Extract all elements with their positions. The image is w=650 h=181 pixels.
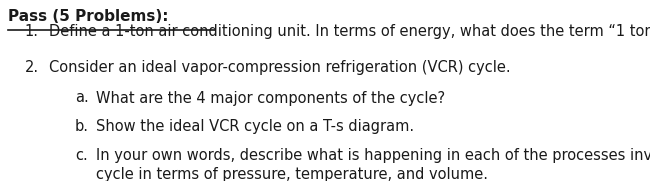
- Text: b.: b.: [75, 119, 89, 134]
- Text: What are the 4 major components of the cycle?: What are the 4 major components of the c…: [96, 90, 445, 106]
- Text: Pass (5 Problems):: Pass (5 Problems):: [8, 9, 168, 24]
- Text: Consider an ideal vapor-compression refrigeration (VCR) cycle.: Consider an ideal vapor-compression refr…: [49, 60, 511, 75]
- Text: Define a 1-ton air conditioning unit. In terms of energy, what does the term “1 : Define a 1-ton air conditioning unit. In…: [49, 24, 650, 39]
- Text: 2.: 2.: [25, 60, 39, 75]
- Text: a.: a.: [75, 90, 88, 106]
- Text: 1.: 1.: [25, 24, 39, 39]
- Text: c.: c.: [75, 148, 88, 163]
- Text: In your own words, describe what is happening in each of the processes involved : In your own words, describe what is happ…: [96, 148, 650, 181]
- Text: Show the ideal VCR cycle on a T-s diagram.: Show the ideal VCR cycle on a T-s diagra…: [96, 119, 414, 134]
